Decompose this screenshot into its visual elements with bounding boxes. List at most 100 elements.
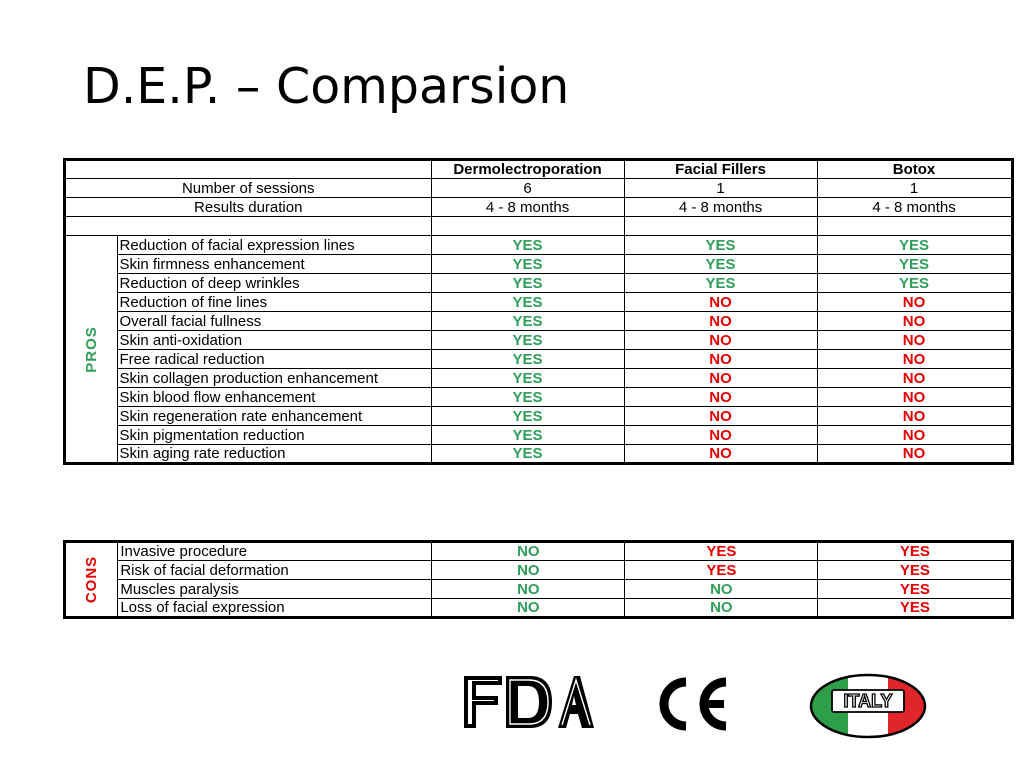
feature-label: Skin collagen production enhancement bbox=[116, 368, 432, 388]
feature-label: Skin aging rate reduction bbox=[116, 444, 432, 464]
cons-row: Loss of facial expression NO NO YES bbox=[65, 598, 1014, 618]
feature-label: Reduction of facial expression lines bbox=[116, 235, 432, 255]
column-header: Dermolectroporation bbox=[430, 159, 625, 179]
no-value: NO bbox=[816, 425, 1013, 445]
spacer-cell bbox=[623, 216, 818, 236]
meta-label: Results duration bbox=[64, 197, 432, 217]
no-value: NO bbox=[431, 579, 626, 599]
feature-label: Free radical reduction bbox=[116, 349, 432, 369]
meta-value: 4 - 8 months bbox=[816, 197, 1013, 217]
cons-row: CONS Invasive procedure NO YES YES bbox=[63, 541, 1014, 618]
meta-value: 1 bbox=[623, 178, 818, 198]
yes-value: YES bbox=[430, 349, 625, 369]
no-value: NO bbox=[624, 579, 819, 599]
feature-label: Muscles paralysis bbox=[117, 579, 433, 599]
no-value: NO bbox=[816, 387, 1013, 407]
ce-mark-icon bbox=[650, 676, 734, 737]
no-value: NO bbox=[623, 425, 818, 445]
no-value: NO bbox=[816, 368, 1013, 388]
no-value: NO bbox=[623, 406, 818, 426]
yes-value: YES bbox=[816, 235, 1013, 255]
pros-comparison-table: Dermolectroporation Facial Fillers Botox Nu… bbox=[63, 158, 1014, 465]
feature-label: Skin anti-oxidation bbox=[116, 330, 432, 350]
feature-label: Skin blood flow enhancement bbox=[116, 387, 432, 407]
no-value: NO bbox=[623, 311, 818, 331]
no-value: NO bbox=[623, 387, 818, 407]
yes-value: YES bbox=[430, 444, 625, 464]
cons-label-text: CONS bbox=[83, 555, 101, 604]
no-value: NO bbox=[816, 349, 1013, 369]
meta-value: 4 - 8 months bbox=[430, 197, 625, 217]
pros-row: Skin blood flow enhancement YES NO NO bbox=[65, 387, 1013, 407]
pros-row: Skin firmness enhancement YES YES YES bbox=[65, 254, 1013, 274]
no-value: NO bbox=[624, 598, 819, 618]
pros-row: Overall facial fullness YES NO NO bbox=[65, 311, 1013, 331]
no-value: NO bbox=[623, 349, 818, 369]
yes-value: YES bbox=[430, 273, 625, 293]
cons-comparison-table: CONS Invasive procedure NO YES YES Risk of fa… bbox=[63, 540, 1015, 619]
yes-value: YES bbox=[430, 235, 625, 255]
yes-value: YES bbox=[816, 273, 1013, 293]
spacer-cell bbox=[816, 216, 1013, 236]
no-value: NO bbox=[816, 311, 1013, 331]
yes-value: YES bbox=[430, 254, 625, 274]
pros-row: Free radical reduction YES NO NO bbox=[65, 349, 1013, 369]
column-header: Botox bbox=[816, 159, 1013, 179]
pros-side-label: PROS bbox=[64, 235, 118, 464]
feature-label: Risk of facial deformation bbox=[117, 560, 433, 580]
yes-value: YES bbox=[430, 368, 625, 388]
feature-label: Invasive procedure bbox=[117, 541, 433, 561]
yes-value: YES bbox=[817, 560, 1014, 580]
meta-row: Results duration 4 - 8 months 4 - 8 months… bbox=[64, 197, 1013, 217]
pros-row: Skin aging rate reduction YES NO NO bbox=[65, 444, 1013, 464]
pros-row: Skin regeneration rate enhancement YES NO N… bbox=[65, 406, 1013, 426]
feature-label: Skin firmness enhancement bbox=[116, 254, 432, 274]
feature-label: Overall facial fullness bbox=[116, 311, 432, 331]
meta-value: 6 bbox=[430, 178, 625, 198]
no-value: NO bbox=[623, 330, 818, 350]
cons-side-label: CONS bbox=[63, 541, 119, 618]
pros-row: Skin collagen production enhancement YES N… bbox=[65, 368, 1013, 388]
column-header: Facial Fillers bbox=[623, 159, 818, 179]
pros-row: PROS Reduction of facial expression lines… bbox=[64, 235, 1013, 464]
yes-value: YES bbox=[430, 292, 625, 312]
meta-value: 1 bbox=[816, 178, 1013, 198]
no-value: NO bbox=[816, 444, 1013, 464]
yes-value: YES bbox=[623, 273, 818, 293]
spacer-cell bbox=[430, 216, 625, 236]
no-value: NO bbox=[431, 560, 626, 580]
pros-row: Skin anti-oxidation YES NO NO bbox=[65, 330, 1013, 350]
feature-label: Skin pigmentation reduction bbox=[116, 425, 432, 445]
spacer-row bbox=[64, 216, 1013, 236]
no-value: NO bbox=[623, 292, 818, 312]
header-blank-cell bbox=[64, 159, 432, 179]
pros-label-text: PROS bbox=[82, 325, 100, 373]
yes-value: YES bbox=[624, 541, 819, 561]
yes-value: YES bbox=[816, 254, 1013, 274]
header-row: Dermolectroporation Facial Fillers Botox bbox=[64, 159, 1013, 179]
meta-value: 4 - 8 months bbox=[623, 197, 818, 217]
yes-value: YES bbox=[817, 541, 1014, 561]
no-value: NO bbox=[816, 406, 1013, 426]
svg-text:ITALY: ITALY bbox=[843, 691, 892, 711]
cons-row: Muscles paralysis NO NO YES bbox=[65, 579, 1014, 599]
yes-value: YES bbox=[430, 406, 625, 426]
yes-value: YES bbox=[430, 311, 625, 331]
no-value: NO bbox=[816, 330, 1013, 350]
yes-value: YES bbox=[430, 425, 625, 445]
yes-value: YES bbox=[817, 579, 1014, 599]
feature-label: Loss of facial expression bbox=[117, 598, 433, 618]
yes-value: YES bbox=[623, 254, 818, 274]
italy-flag-icon: ITALY bbox=[808, 672, 928, 745]
yes-value: YES bbox=[624, 560, 819, 580]
meta-label: Number of sessions bbox=[64, 178, 432, 198]
no-value: NO bbox=[431, 598, 626, 618]
no-value: NO bbox=[816, 292, 1013, 312]
spacer-cell bbox=[64, 216, 432, 236]
pros-row: Reduction of deep wrinkles YES YES YES bbox=[65, 273, 1013, 293]
no-value: NO bbox=[431, 541, 626, 561]
meta-row: Number of sessions 6 1 1 bbox=[64, 178, 1013, 198]
no-value: NO bbox=[623, 444, 818, 464]
cons-row: Risk of facial deformation NO YES YES bbox=[65, 560, 1014, 580]
yes-value: YES bbox=[430, 387, 625, 407]
